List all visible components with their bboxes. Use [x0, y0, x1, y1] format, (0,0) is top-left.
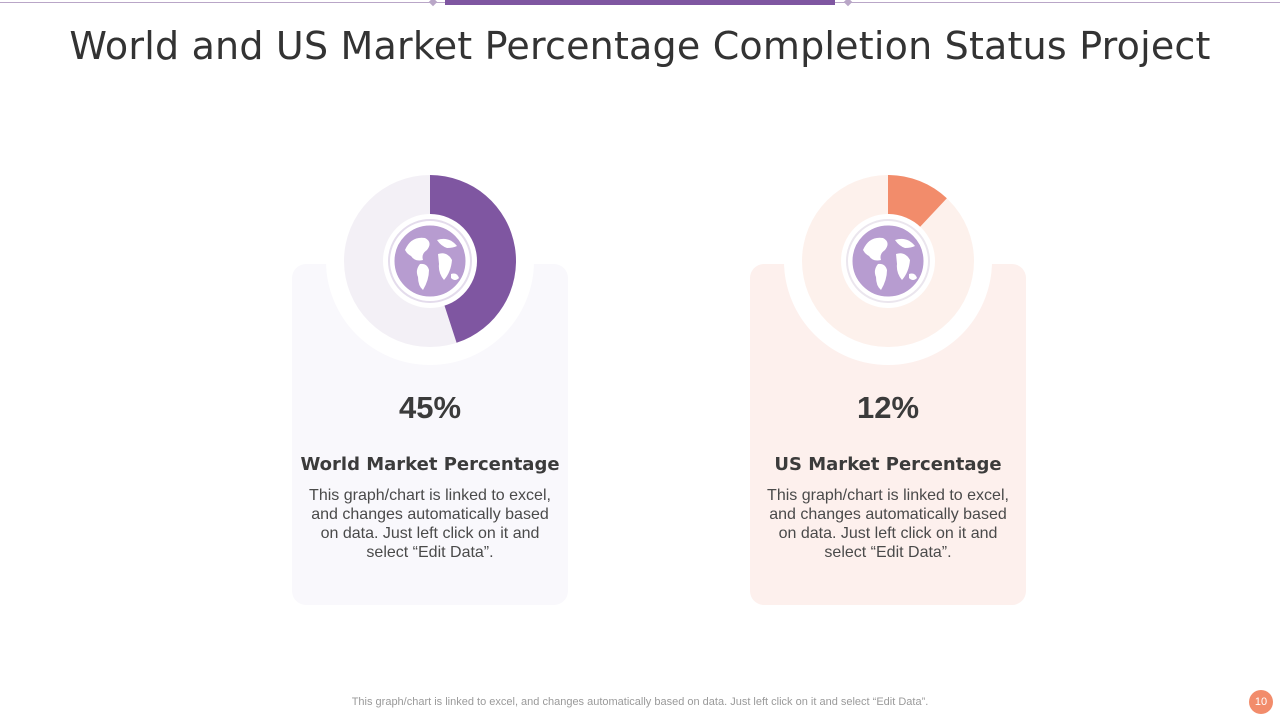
decor-diamond-right: [843, 0, 853, 7]
world-market-percent: 45%: [398, 390, 462, 425]
footer-note: This graph/chart is linked to excel, and…: [351, 696, 929, 708]
globe-icon: [388, 219, 472, 303]
globe-icon: [846, 219, 930, 303]
world-market-donut-chart[interactable]: [325, 156, 535, 366]
top-accent-bar: [445, 0, 835, 5]
world-market-label: World Market Percentage: [300, 454, 560, 475]
decor-diamond-left: [428, 0, 438, 7]
us-market-donut-chart[interactable]: [783, 156, 993, 366]
us-market-description: This graph/chart is linked to excel, and…: [767, 487, 1009, 561]
us-market-label: US Market Percentage: [774, 454, 1002, 475]
page-number: 10: [1249, 690, 1273, 714]
world-market-description: This graph/chart is linked to excel, and…: [309, 487, 551, 561]
page-title: World and US Market Percentage Completio…: [69, 24, 1211, 68]
us-market-percent: 12%: [856, 390, 920, 425]
